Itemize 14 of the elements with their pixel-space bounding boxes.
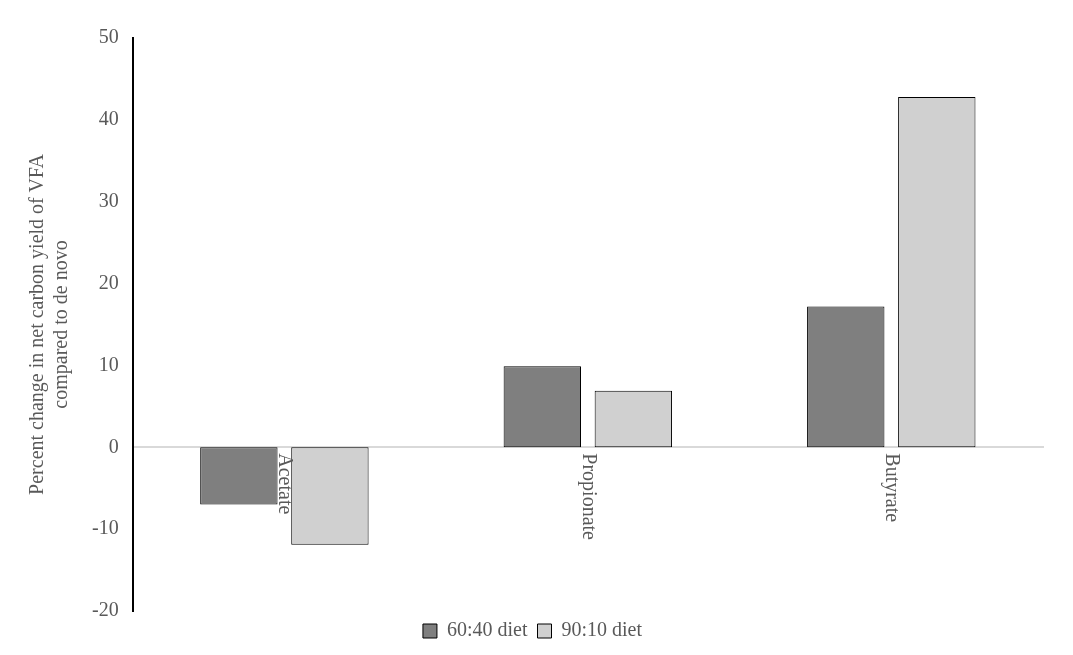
y-tick-label: 20 (98, 270, 119, 293)
y-tick-label: 50 (98, 25, 119, 48)
y-tick-label: 30 (98, 188, 119, 211)
y-tick-label: -10 (91, 516, 119, 539)
legend-label: 60:40 diet (446, 618, 528, 641)
y-tick-label: 40 (98, 107, 119, 130)
legend-label: 90:10 diet (561, 618, 643, 641)
y-tick-label: -20 (91, 598, 119, 621)
y-tick-label: 0 (108, 434, 119, 457)
y-axis-title: Percent change in net carbon yield of VFA compared to de novo (25, 153, 73, 495)
x-tick-label: Acetate (275, 453, 298, 515)
x-tick-label: Propionate (577, 453, 601, 541)
x-tick-label: Butyrate (881, 453, 905, 523)
y-tick-label: 10 (98, 352, 119, 375)
